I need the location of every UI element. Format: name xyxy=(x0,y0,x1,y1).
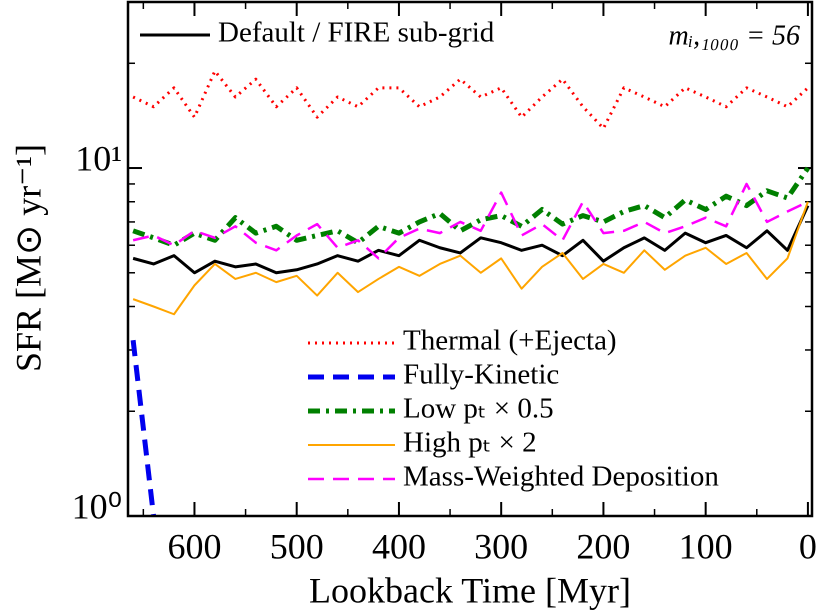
y-tick-label: 10¹ xyxy=(75,138,122,178)
series-line xyxy=(132,204,810,275)
x-tick-label: 500 xyxy=(270,526,324,566)
legend-label: Low pₜ × 0.5 xyxy=(403,393,554,425)
legend-label: High pₜ × 2 xyxy=(403,427,537,459)
x-tick-label: 600 xyxy=(167,526,221,566)
annotation: mᵢ,₁₀₀₀ = 56 xyxy=(669,20,800,51)
legend-label: Thermal (+Ejecta) xyxy=(403,325,617,357)
legend-label: Mass-Weighted Deposition xyxy=(403,461,719,493)
series-line xyxy=(132,201,809,316)
y-tick-label: 10⁰ xyxy=(72,486,122,526)
x-tick-label: 0 xyxy=(799,526,817,566)
x-axis-label: Lookback Time [Myr] xyxy=(309,570,631,610)
series-line xyxy=(132,182,809,260)
y-axis-label: SFR [M⊙ yr⁻¹] xyxy=(8,144,48,372)
series-line xyxy=(132,166,810,248)
legend-label: Default / FIRE sub-grid xyxy=(218,17,495,49)
x-tick-label: 100 xyxy=(679,526,733,566)
legend-label: Fully-Kinetic xyxy=(403,359,559,391)
x-tick-label: 200 xyxy=(576,526,630,566)
plot-frame xyxy=(126,0,814,518)
series-line xyxy=(132,69,809,130)
x-tick-label: 400 xyxy=(372,526,426,566)
plot-lines xyxy=(130,69,810,516)
x-tick-label: 300 xyxy=(474,526,528,566)
series-line xyxy=(130,339,157,516)
